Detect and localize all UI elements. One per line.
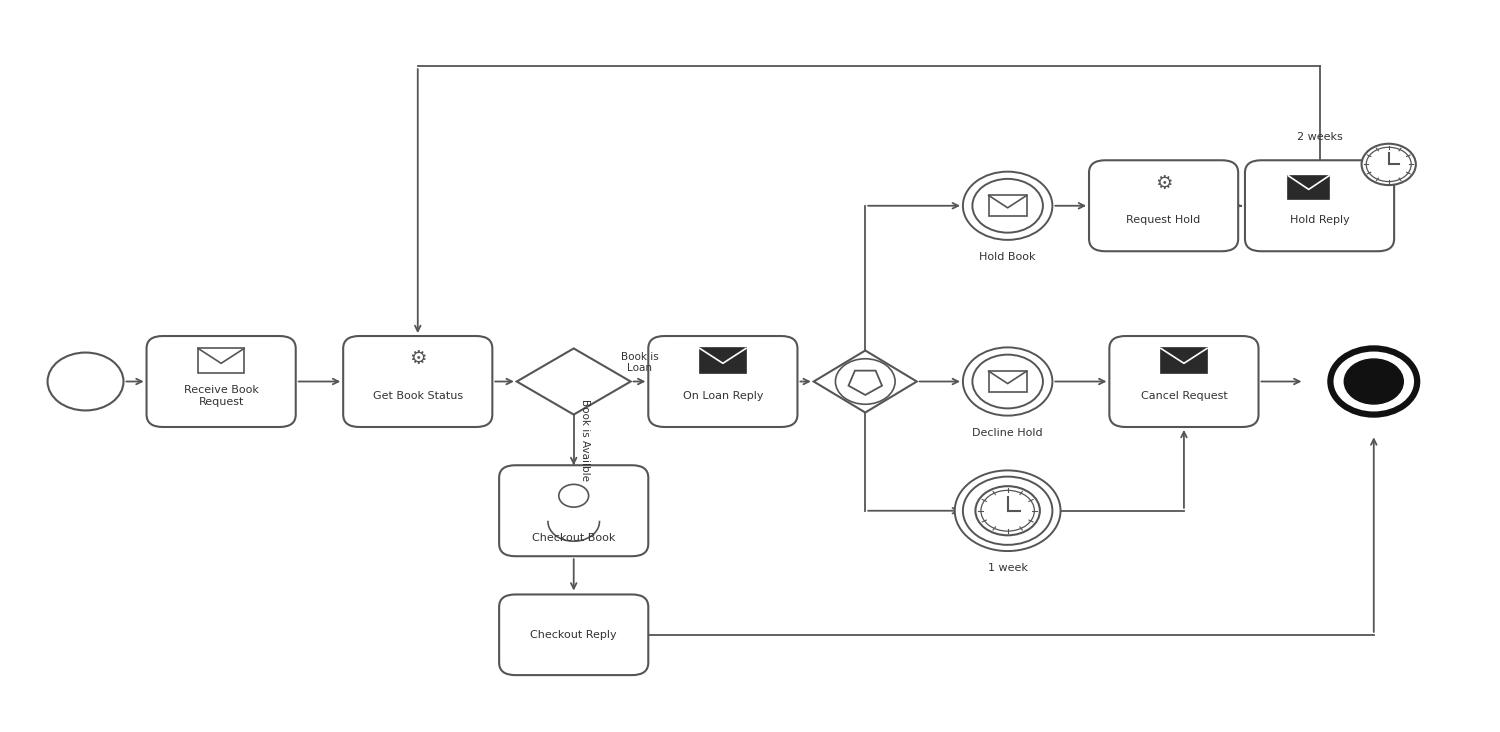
Circle shape [972, 354, 1042, 408]
Polygon shape [988, 195, 1026, 216]
Circle shape [836, 359, 896, 404]
Text: Decline Hold: Decline Hold [972, 428, 1042, 438]
Circle shape [560, 485, 588, 507]
Circle shape [963, 477, 1053, 545]
Text: Hold Reply: Hold Reply [1290, 215, 1350, 225]
Text: ⚙: ⚙ [1155, 173, 1173, 193]
Text: 2 weeks: 2 weeks [1296, 132, 1342, 142]
Polygon shape [1161, 348, 1208, 373]
Text: On Loan Reply: On Loan Reply [682, 391, 764, 401]
Text: Request Hold: Request Hold [1126, 215, 1200, 225]
Circle shape [963, 348, 1053, 416]
Circle shape [1330, 348, 1418, 414]
Polygon shape [518, 348, 630, 414]
Circle shape [963, 171, 1053, 240]
Text: ⚙: ⚙ [410, 349, 426, 368]
Circle shape [981, 490, 1035, 531]
Circle shape [972, 179, 1042, 233]
Polygon shape [700, 348, 746, 373]
FancyBboxPatch shape [344, 336, 492, 427]
Polygon shape [198, 348, 244, 373]
Text: Get Book Status: Get Book Status [372, 391, 464, 401]
Circle shape [1344, 359, 1404, 404]
Text: Receive Book
Request: Receive Book Request [183, 385, 258, 407]
FancyBboxPatch shape [500, 466, 648, 556]
Polygon shape [988, 371, 1026, 392]
Polygon shape [813, 351, 916, 413]
FancyBboxPatch shape [147, 336, 296, 427]
Circle shape [975, 486, 1040, 535]
Text: Checkout Book: Checkout Book [532, 533, 615, 542]
Circle shape [48, 353, 123, 411]
Text: Book is Availble: Book is Availble [580, 399, 591, 481]
FancyBboxPatch shape [648, 336, 798, 427]
Text: Hold Book: Hold Book [980, 253, 1036, 262]
Circle shape [956, 471, 1060, 551]
Polygon shape [1288, 176, 1329, 198]
FancyBboxPatch shape [1245, 160, 1394, 251]
FancyBboxPatch shape [1110, 336, 1258, 427]
FancyBboxPatch shape [1089, 160, 1238, 251]
FancyBboxPatch shape [500, 594, 648, 675]
Polygon shape [849, 370, 882, 395]
Text: Checkout Reply: Checkout Reply [531, 630, 616, 640]
Text: Book is
Loan: Book is Loan [621, 351, 658, 373]
Circle shape [1362, 143, 1416, 185]
Text: Cancel Request: Cancel Request [1140, 391, 1227, 401]
Circle shape [1366, 147, 1411, 182]
Text: 1 week: 1 week [987, 564, 1028, 573]
